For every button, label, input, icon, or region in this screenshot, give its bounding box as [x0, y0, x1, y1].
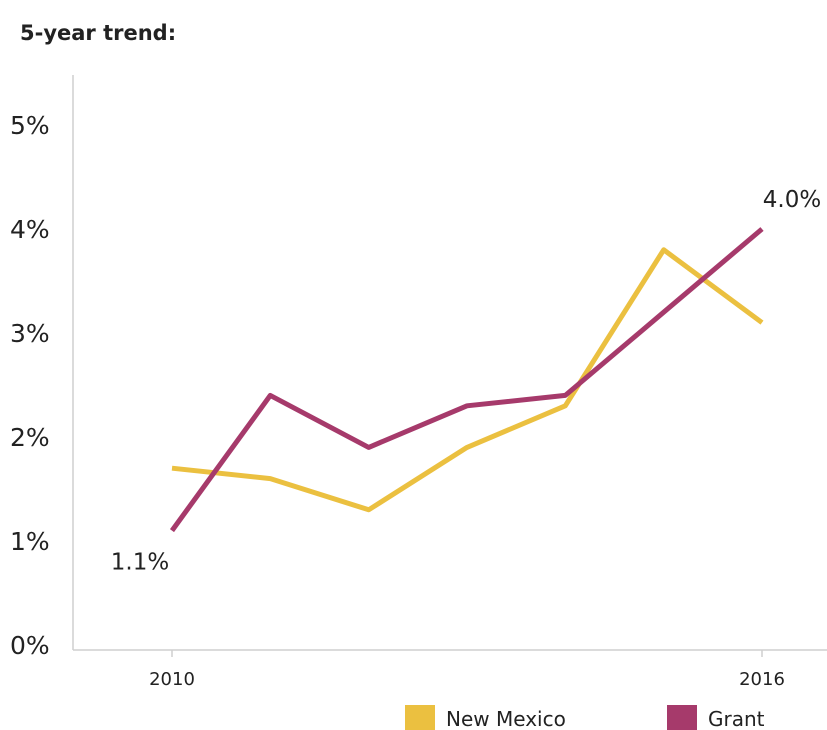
legend-label: New Mexico: [446, 707, 566, 730]
series-line-new-mexico: [171, 247, 764, 513]
data-label: 1.1%: [111, 550, 169, 576]
y-tick-label: 5%: [10, 111, 50, 140]
chart-title: 5-year trend:: [20, 21, 176, 45]
x-tick-label: 2016: [739, 669, 785, 690]
series-line-grant: [169, 227, 764, 533]
series-lines: [169, 227, 764, 533]
legend: New Mexico Grant: [405, 705, 765, 730]
y-tick-label: 2%: [10, 423, 50, 452]
legend-label: Grant: [708, 707, 765, 730]
legend-swatch: [667, 705, 697, 730]
x-axis: 2010 2016: [73, 649, 827, 690]
y-tick-label: 0%: [10, 631, 50, 660]
y-tick-label: 1%: [10, 527, 50, 556]
legend-swatch: [405, 705, 435, 730]
data-label: 4.0%: [763, 187, 821, 213]
y-tick-label: 4%: [10, 215, 50, 244]
x-tick-label: 2010: [149, 669, 195, 690]
y-tick-label: 3%: [10, 319, 50, 348]
y-axis: 0% 1% 2% 3% 4% 5%: [10, 75, 74, 660]
data-labels: 1.1% 4.0%: [111, 187, 821, 576]
